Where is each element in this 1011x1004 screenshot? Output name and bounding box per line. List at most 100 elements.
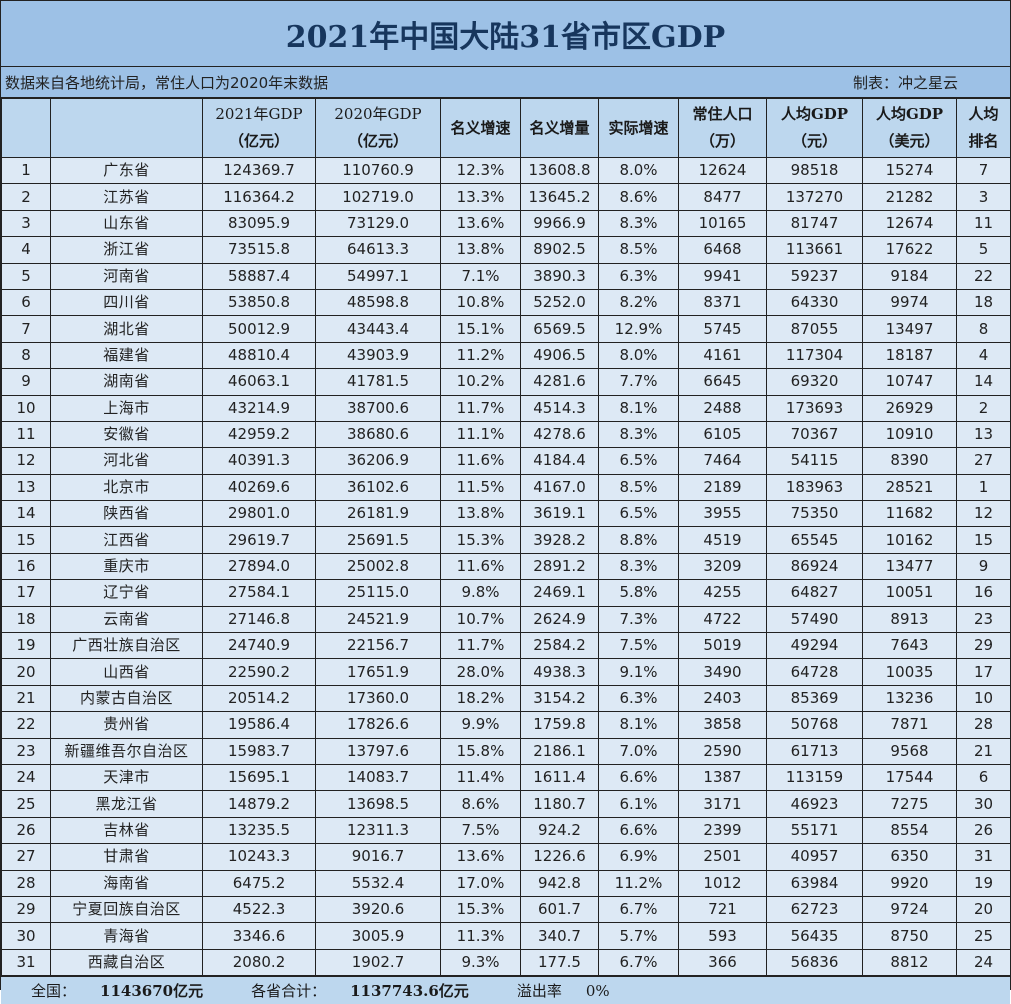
cell-nominal-increase: 1226.6 — [520, 843, 599, 871]
province-sum-value: 1137743.6亿元 — [350, 982, 469, 1001]
cell-population: 3858 — [678, 711, 767, 739]
cell-per-capita-rank: 16 — [956, 579, 1011, 607]
cell-rank: 3 — [1, 209, 51, 238]
cell-gdp-2020: 36206.9 — [315, 447, 441, 475]
cell-nominal-increase: 177.5 — [520, 948, 599, 977]
cell-per-capita-cny: 40957 — [766, 843, 863, 871]
cell-province: 安徽省 — [50, 420, 203, 449]
cell-gdp-2021: 50012.9 — [202, 315, 316, 343]
cell-province: 上海市 — [50, 394, 203, 422]
cell-rank: 29 — [1, 895, 51, 924]
cell-gdp-2021: 13235.5 — [202, 816, 316, 845]
cell-real-growth: 8.5% — [598, 473, 679, 502]
cell-population: 3171 — [678, 790, 767, 818]
cell-nominal-growth: 8.6% — [440, 790, 521, 818]
cell-per-capita-usd: 17544 — [862, 763, 957, 792]
cell-nominal-growth: 9.3% — [440, 948, 521, 977]
cell-province: 西藏自治区 — [50, 948, 203, 977]
column-header-line2: 排名 — [968, 132, 999, 150]
cell-rank: 17 — [1, 579, 51, 607]
cell-per-capita-usd: 17622 — [862, 236, 957, 264]
table-row: 24 天津市 15695.1 14083.7 11.4% 1611.4 6.6% 1387 11… — [1, 763, 1011, 792]
cell-nominal-growth: 15.1% — [440, 315, 521, 343]
table-row: 3 山东省 83095.9 73129.0 13.6% 9966.9 8.3% 10165 81… — [1, 209, 1011, 238]
cell-nominal-increase: 3928.2 — [520, 526, 599, 554]
cell-rank: 11 — [1, 420, 51, 449]
cell-per-capita-cny: 46923 — [766, 790, 863, 818]
cell-gdp-2021: 24740.9 — [202, 632, 316, 660]
cell-per-capita-usd: 9920 — [862, 869, 957, 897]
cell-nominal-increase: 9966.9 — [520, 209, 599, 238]
cell-population: 3955 — [678, 500, 767, 528]
cell-province: 陕西省 — [50, 500, 203, 528]
cell-province: 河北省 — [50, 447, 203, 475]
cell-gdp-2021: 22590.2 — [202, 658, 316, 686]
cell-gdp-2020: 17360.0 — [315, 684, 441, 713]
cell-population: 2590 — [678, 737, 767, 765]
note-bar: 数据来自各地统计局，常住人口为2020年末数据 制表：冲之星云 — [1, 67, 1010, 98]
cell-per-capita-usd: 9184 — [862, 262, 957, 290]
cell-per-capita-usd: 15274 — [862, 156, 957, 185]
cell-nominal-increase: 3619.1 — [520, 500, 599, 528]
cell-per-capita-usd: 10162 — [862, 526, 957, 554]
cell-population: 6105 — [678, 420, 767, 449]
cell-per-capita-usd: 11682 — [862, 500, 957, 528]
cell-real-growth: 6.7% — [598, 895, 679, 924]
cell-per-capita-rank: 21 — [956, 737, 1011, 765]
cell-gdp-2020: 3005.9 — [315, 922, 441, 950]
cell-population: 2403 — [678, 684, 767, 713]
cell-gdp-2021: 19586.4 — [202, 711, 316, 739]
cell-gdp-2020: 54997.1 — [315, 262, 441, 290]
cell-province: 江西省 — [50, 526, 203, 554]
summary-footer: 全国： 1143670亿元 各省合计： 1137743.6亿元 溢出率 0% — [1, 976, 1010, 1004]
cell-gdp-2020: 38680.6 — [315, 420, 441, 449]
cell-nominal-growth: 11.6% — [440, 447, 521, 475]
cell-per-capita-rank: 1 — [956, 473, 1011, 502]
national-total-label: 全国： — [31, 982, 77, 1001]
table-row: 6 四川省 53850.8 48598.8 10.8% 5252.0 8.2% 8371 643… — [1, 288, 1011, 317]
cell-per-capita-rank: 17 — [956, 658, 1011, 686]
cell-per-capita-usd: 7643 — [862, 632, 957, 660]
cell-population: 593 — [678, 922, 767, 950]
cell-province: 黑龙江省 — [50, 790, 203, 818]
header-row: 2021年GDP （亿元） 2020年GDP （亿元） 名义增速 名义增量 实际增速 常住人口… — [1, 98, 1011, 158]
table-row: 25 黑龙江省 14879.2 13698.5 8.6% 1180.7 6.1% 3171 46… — [1, 790, 1011, 818]
cell-nominal-increase: 1759.8 — [520, 711, 599, 739]
column-header-real-growth: 实际增速 — [598, 98, 679, 158]
table-row: 7 湖北省 50012.9 43443.4 15.1% 6569.5 12.9% 5745 87… — [1, 315, 1011, 343]
cell-per-capita-cny: 117304 — [766, 341, 863, 370]
cell-per-capita-rank: 19 — [956, 869, 1011, 897]
column-header-line1: 2021年GDP — [215, 105, 303, 123]
cell-per-capita-rank: 10 — [956, 684, 1011, 713]
cell-province: 江苏省 — [50, 183, 203, 211]
cell-nominal-growth: 15.8% — [440, 737, 521, 765]
cell-nominal-growth: 12.3% — [440, 156, 521, 185]
table-row: 10 上海市 43214.9 38700.6 11.7% 4514.3 8.1% 2488 17… — [1, 394, 1011, 422]
cell-nominal-growth: 13.8% — [440, 500, 521, 528]
cell-province: 青海省 — [50, 922, 203, 950]
cell-province: 河南省 — [50, 262, 203, 290]
cell-rank: 28 — [1, 869, 51, 897]
table-row: 11 安徽省 42959.2 38680.6 11.1% 4278.6 8.3% 6105 70… — [1, 420, 1011, 449]
cell-per-capita-usd: 26929 — [862, 394, 957, 422]
cell-per-capita-usd: 9724 — [862, 895, 957, 924]
table-row: 8 福建省 48810.4 43903.9 11.2% 4906.5 8.0% 4161 117… — [1, 341, 1011, 370]
cell-per-capita-rank: 22 — [956, 262, 1011, 290]
cell-nominal-increase: 4906.5 — [520, 341, 599, 370]
cell-population: 4519 — [678, 526, 767, 554]
cell-population: 721 — [678, 895, 767, 924]
national-total: 全国： 1143670亿元 — [31, 980, 227, 1001]
cell-per-capita-usd: 12674 — [862, 209, 957, 238]
cell-nominal-growth: 11.4% — [440, 763, 521, 792]
cell-gdp-2020: 14083.7 — [315, 763, 441, 792]
table-row: 15 江西省 29619.7 25691.5 15.3% 3928.2 8.8% 4519 65… — [1, 526, 1011, 554]
cell-nominal-growth: 9.9% — [440, 711, 521, 739]
column-header-line1: 名义增速 — [450, 118, 511, 137]
cell-nominal-growth: 7.1% — [440, 262, 521, 290]
cell-real-growth: 6.6% — [598, 816, 679, 845]
cell-gdp-2021: 15695.1 — [202, 763, 316, 792]
cell-nominal-growth: 11.3% — [440, 922, 521, 950]
cell-rank: 10 — [1, 394, 51, 422]
cell-per-capita-rank: 6 — [956, 763, 1011, 792]
cell-per-capita-rank: 15 — [956, 526, 1011, 554]
